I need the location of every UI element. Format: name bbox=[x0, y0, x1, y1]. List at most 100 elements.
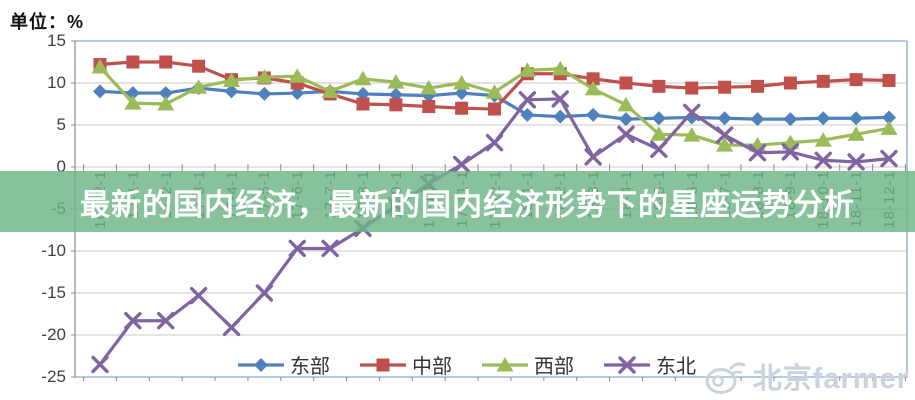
diamond-marker bbox=[849, 111, 864, 126]
x-marker bbox=[91, 355, 109, 374]
x-marker bbox=[518, 91, 537, 109]
triangle-marker bbox=[518, 62, 536, 77]
title-overlay-band: 最新的国内经济，最新的国内经济形势下的星座运势分析 bbox=[0, 171, 915, 232]
square-marker bbox=[126, 55, 140, 69]
x-marker bbox=[222, 318, 241, 337]
diamond-marker bbox=[783, 112, 798, 127]
legend-label: 西部 bbox=[534, 356, 574, 378]
x-marker bbox=[814, 151, 832, 169]
diamond-marker bbox=[125, 86, 140, 101]
square-marker bbox=[652, 79, 666, 93]
diamond-marker bbox=[158, 86, 173, 101]
y-axis-tick-label: 10 bbox=[47, 73, 66, 92]
x-marker bbox=[650, 140, 668, 159]
x-marker bbox=[781, 143, 800, 161]
triangle-marker bbox=[91, 59, 109, 74]
triangle-marker bbox=[321, 83, 339, 98]
watermark-text: 北京farmer bbox=[752, 363, 909, 395]
triangle-marker bbox=[683, 127, 701, 142]
square-marker bbox=[376, 358, 390, 371]
legend-item-西部: 西部 bbox=[482, 350, 574, 379]
triangle-marker bbox=[157, 96, 175, 111]
square-marker bbox=[455, 101, 469, 115]
diamond-marker bbox=[619, 112, 633, 127]
x-marker bbox=[618, 355, 636, 374]
triangle-marker bbox=[288, 68, 306, 83]
x-marker bbox=[847, 153, 865, 171]
triangle-marker bbox=[716, 137, 734, 152]
legend-label: 东北 bbox=[656, 356, 696, 378]
triangle-marker bbox=[617, 96, 635, 112]
unit-label: 单位：% bbox=[10, 12, 85, 32]
page-title: 最新的国内经济，最新的国内经济形势下的星座运势分析 bbox=[80, 188, 855, 222]
triangle-marker bbox=[223, 72, 240, 87]
square-marker bbox=[159, 55, 173, 69]
x-marker bbox=[584, 148, 602, 166]
triangle-marker bbox=[584, 80, 602, 96]
diamond-marker bbox=[750, 112, 765, 127]
legend-label: 东部 bbox=[290, 356, 330, 378]
triangle-marker bbox=[486, 84, 503, 99]
chart-legend: 东部 中部 西部 东北 bbox=[238, 350, 696, 379]
triangle-marker bbox=[847, 126, 865, 141]
y-axis-tick-label: 5 bbox=[56, 115, 66, 134]
triangle-marker bbox=[453, 75, 471, 90]
triangle-marker bbox=[814, 132, 832, 147]
square-marker bbox=[356, 97, 370, 111]
diamond-marker bbox=[717, 111, 732, 126]
x-marker bbox=[485, 133, 504, 152]
x-marker bbox=[157, 312, 175, 330]
x-marker bbox=[748, 144, 767, 162]
square-marker bbox=[488, 102, 501, 116]
square-marker bbox=[685, 81, 699, 95]
y-axis-tick-label: 15 bbox=[47, 31, 66, 50]
diamond-marker bbox=[290, 86, 305, 101]
triangle-marker bbox=[255, 69, 273, 84]
triangle-marker bbox=[354, 70, 372, 86]
diamond-marker bbox=[882, 110, 896, 125]
legend-item-东北: 东北 bbox=[604, 350, 696, 379]
diamond-marker bbox=[257, 86, 272, 101]
y-axis-tick-label: -15 bbox=[41, 283, 66, 302]
diamond-marker bbox=[586, 107, 601, 122]
square-marker bbox=[586, 72, 600, 86]
y-axis-tick-label: -20 bbox=[41, 325, 66, 344]
legend-marker-triangle-icon bbox=[482, 356, 528, 371]
triangle-marker bbox=[496, 356, 514, 371]
diamond-marker bbox=[388, 87, 403, 102]
triangle-marker bbox=[880, 120, 898, 135]
triangle-marker bbox=[650, 126, 668, 141]
x-marker bbox=[255, 284, 274, 302]
diamond-marker bbox=[224, 84, 239, 99]
square-marker bbox=[718, 80, 732, 94]
legend-label: 中部 bbox=[412, 356, 452, 378]
x-marker bbox=[880, 149, 898, 168]
square-marker bbox=[882, 73, 896, 87]
diamond-marker bbox=[520, 107, 535, 122]
square-marker bbox=[751, 79, 764, 93]
diamond-marker bbox=[356, 86, 370, 101]
watermark: 北京farmer bbox=[703, 355, 909, 397]
x-marker bbox=[551, 90, 569, 108]
x-marker bbox=[124, 312, 142, 330]
legend-marker-x-icon bbox=[604, 355, 650, 374]
legend-item-中部: 中部 bbox=[360, 350, 452, 379]
square-marker bbox=[422, 100, 436, 114]
legend-marker-square-icon bbox=[360, 358, 406, 371]
square-marker bbox=[619, 76, 633, 90]
triangle-marker bbox=[551, 60, 569, 76]
diamond-marker bbox=[93, 84, 107, 99]
square-marker bbox=[849, 73, 863, 87]
legend-marker-diamond-icon bbox=[238, 357, 284, 372]
x-marker bbox=[189, 286, 208, 305]
legend-item-东部: 东部 bbox=[238, 350, 330, 379]
square-marker bbox=[783, 76, 797, 90]
square-marker bbox=[389, 98, 403, 112]
diamond-marker bbox=[254, 357, 268, 372]
triangle-marker bbox=[190, 79, 208, 94]
diamond-marker bbox=[553, 109, 568, 124]
x-marker bbox=[452, 155, 471, 174]
y-axis-tick-label: -10 bbox=[41, 241, 66, 260]
